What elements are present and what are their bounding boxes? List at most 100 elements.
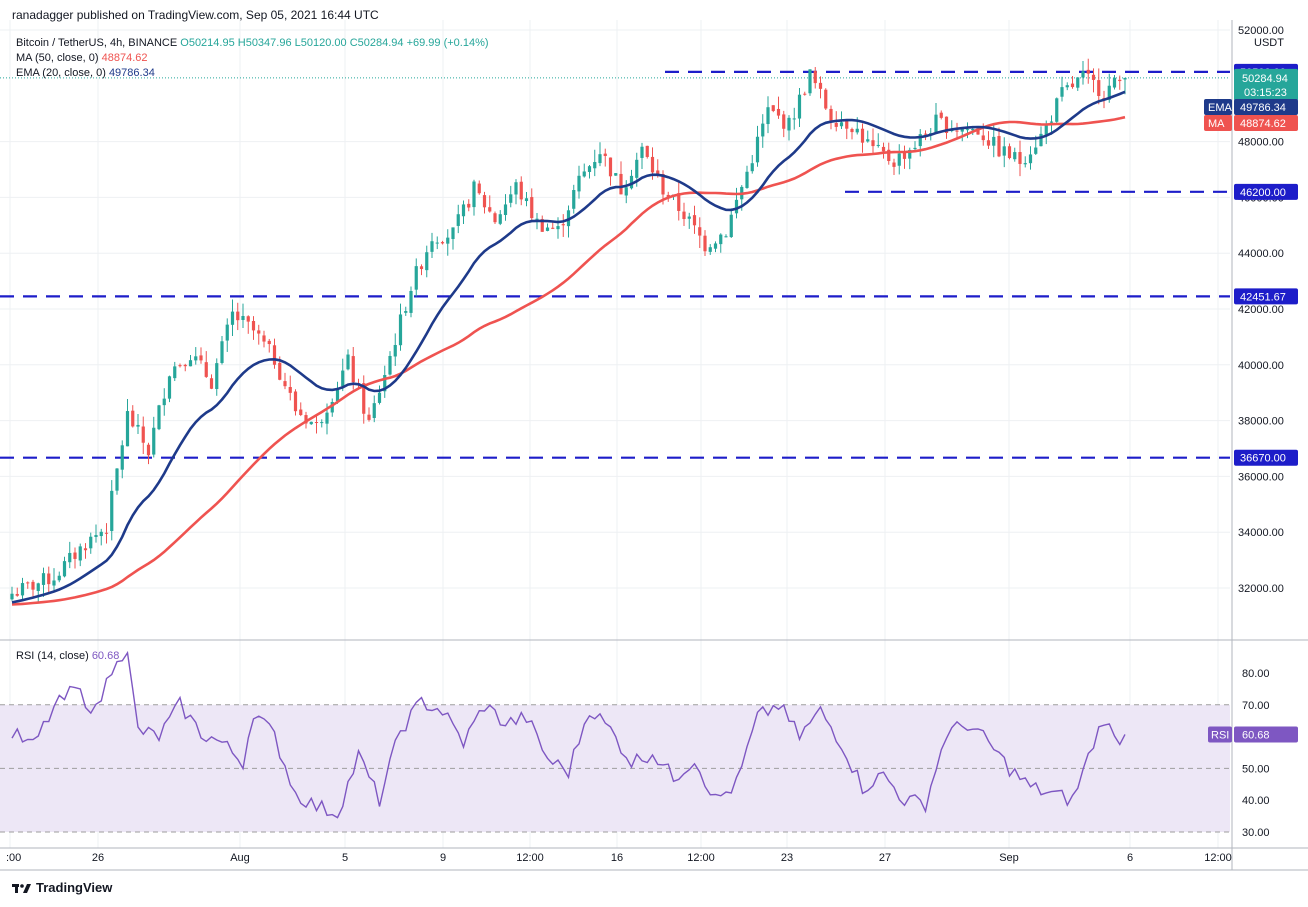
candle[interactable] — [440, 240, 445, 245]
candle[interactable] — [1076, 77, 1080, 91]
candle[interactable] — [162, 388, 166, 416]
candle[interactable] — [1013, 147, 1017, 162]
candle[interactable] — [141, 416, 145, 454]
candle[interactable] — [230, 299, 235, 336]
rsi-legend[interactable]: RSI (14, close) 60.68 — [16, 650, 119, 662]
candle[interactable] — [514, 179, 518, 205]
candle[interactable] — [167, 375, 172, 403]
candle[interactable] — [383, 365, 387, 398]
candle[interactable] — [341, 358, 345, 392]
candle[interactable] — [236, 302, 240, 331]
candle[interactable] — [215, 358, 219, 396]
candle[interactable] — [367, 407, 371, 422]
candle[interactable] — [152, 416, 156, 458]
candle[interactable] — [10, 586, 14, 601]
candle[interactable] — [645, 145, 649, 159]
candle[interactable] — [36, 582, 40, 603]
candle[interactable] — [52, 568, 56, 592]
legend-symbol-row[interactable]: Bitcoin / TetherUS, 4h, BINANCE O50214.9… — [16, 36, 489, 51]
candle[interactable] — [409, 286, 413, 318]
candle[interactable] — [724, 234, 728, 238]
candle[interactable] — [965, 122, 970, 139]
candle[interactable] — [110, 480, 114, 541]
candle[interactable] — [83, 543, 88, 559]
candle[interactable] — [68, 541, 72, 569]
candle[interactable] — [467, 199, 471, 212]
candle[interactable] — [761, 114, 765, 148]
candle[interactable] — [519, 176, 523, 206]
candle[interactable] — [309, 421, 313, 425]
candle[interactable] — [944, 116, 949, 139]
candle[interactable] — [157, 404, 161, 431]
footer-brand[interactable]: TradingView — [12, 880, 112, 895]
candle[interactable] — [1123, 77, 1127, 95]
candle[interactable] — [146, 442, 151, 465]
candle[interactable] — [566, 205, 571, 238]
candle[interactable] — [393, 333, 397, 366]
candle[interactable] — [1060, 76, 1064, 102]
candle[interactable] — [1086, 58, 1090, 84]
candle[interactable] — [808, 69, 812, 96]
candle[interactable] — [1081, 61, 1085, 85]
candle[interactable] — [362, 375, 366, 424]
candle[interactable] — [26, 581, 30, 589]
candle[interactable] — [183, 363, 187, 372]
candle[interactable] — [587, 165, 592, 179]
candle[interactable] — [556, 217, 560, 239]
candles[interactable] — [10, 58, 1127, 603]
candle[interactable] — [262, 330, 266, 348]
candle[interactable] — [698, 217, 702, 249]
candle[interactable] — [913, 141, 917, 151]
candle[interactable] — [335, 381, 340, 404]
candle[interactable] — [120, 440, 124, 479]
candle[interactable] — [57, 571, 61, 583]
candle[interactable] — [1112, 75, 1117, 90]
candle[interactable] — [845, 119, 849, 140]
candle[interactable] — [829, 105, 833, 130]
candle[interactable] — [388, 351, 392, 376]
candle[interactable] — [577, 165, 581, 199]
candle[interactable] — [1002, 137, 1006, 168]
candle[interactable] — [918, 129, 922, 157]
candle[interactable] — [509, 185, 513, 208]
candle[interactable] — [782, 110, 786, 138]
candle[interactable] — [488, 195, 492, 213]
candle[interactable] — [1097, 68, 1101, 105]
candle[interactable] — [897, 144, 901, 175]
candle[interactable] — [892, 158, 896, 175]
candle[interactable] — [425, 245, 429, 278]
candle[interactable] — [960, 127, 964, 142]
candle[interactable] — [876, 133, 880, 148]
candle[interactable] — [1091, 68, 1096, 93]
candle[interactable] — [614, 172, 618, 176]
candle[interactable] — [188, 354, 193, 367]
candle[interactable] — [866, 130, 870, 143]
candle[interactable] — [540, 215, 544, 232]
candle[interactable] — [220, 335, 224, 365]
candle[interactable] — [797, 87, 802, 128]
candle[interactable] — [446, 229, 450, 256]
candle[interactable] — [1118, 75, 1122, 90]
candle[interactable] — [640, 142, 644, 170]
candle[interactable] — [246, 315, 250, 334]
candle[interactable] — [824, 88, 828, 110]
candle[interactable] — [677, 180, 681, 221]
candle[interactable] — [986, 131, 991, 150]
candle[interactable] — [125, 399, 130, 447]
candle[interactable] — [561, 214, 565, 237]
candle[interactable] — [682, 202, 686, 227]
candle[interactable] — [818, 76, 823, 99]
candle[interactable] — [792, 107, 796, 130]
candle[interactable] — [813, 67, 817, 89]
candle[interactable] — [330, 398, 334, 417]
candle[interactable] — [131, 405, 135, 428]
candle[interactable] — [99, 528, 103, 546]
candle[interactable] — [1023, 156, 1027, 168]
candle[interactable] — [346, 349, 350, 371]
candle[interactable] — [934, 102, 938, 133]
candle[interactable] — [530, 188, 534, 221]
candle[interactable] — [372, 395, 376, 423]
candle[interactable] — [776, 96, 781, 119]
candle[interactable] — [20, 577, 25, 599]
candle[interactable] — [47, 566, 51, 593]
